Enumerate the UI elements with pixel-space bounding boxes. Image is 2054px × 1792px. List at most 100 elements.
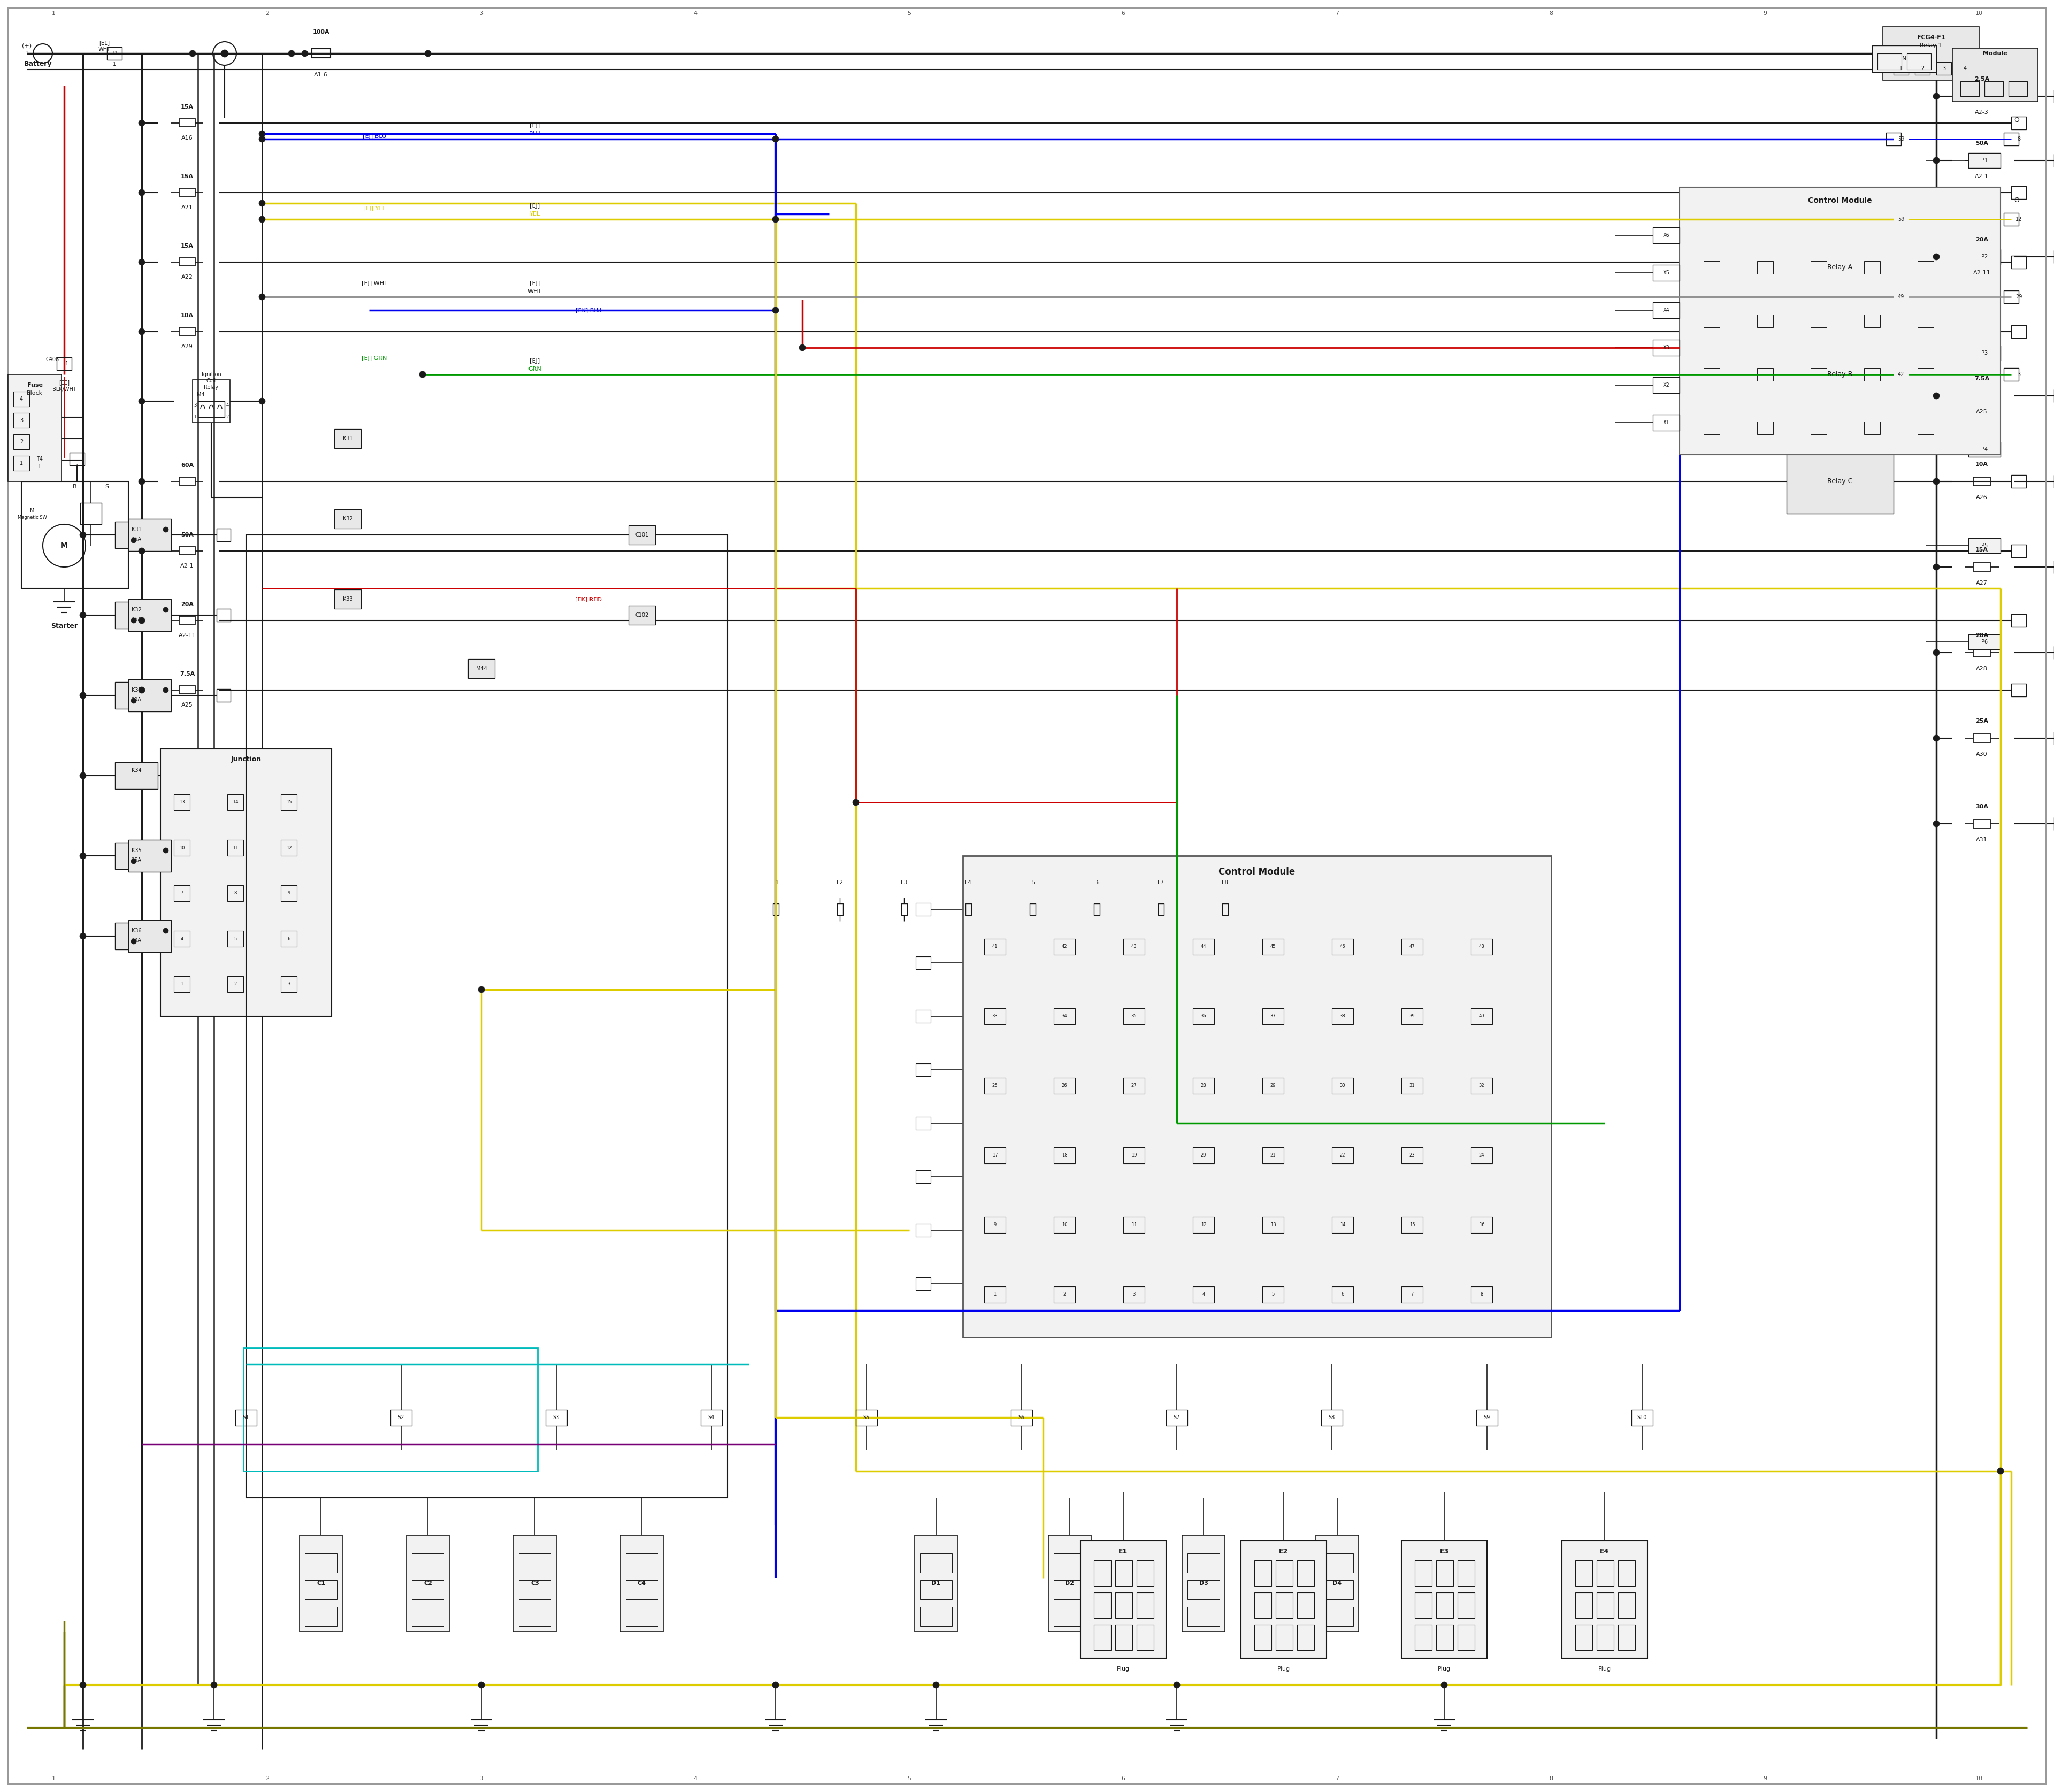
Circle shape xyxy=(1933,649,1939,656)
Bar xyxy=(1401,1009,1423,1025)
Text: S4: S4 xyxy=(709,1416,715,1421)
Text: X3: X3 xyxy=(1664,346,1670,351)
Bar xyxy=(1984,81,2003,97)
Text: 4: 4 xyxy=(1964,66,1968,72)
Text: 9: 9 xyxy=(994,1222,996,1228)
Text: 42: 42 xyxy=(1062,944,1068,950)
Text: C2: C2 xyxy=(423,1581,431,1586)
Text: 6: 6 xyxy=(1121,1776,1126,1781)
Bar xyxy=(14,392,29,407)
Bar xyxy=(1575,1561,1592,1586)
Bar xyxy=(1756,315,1773,328)
Bar xyxy=(1115,1561,1132,1586)
Text: 3: 3 xyxy=(479,1776,483,1781)
Text: A31: A31 xyxy=(1976,837,1988,842)
Text: C1: C1 xyxy=(316,1581,325,1586)
Bar xyxy=(1756,262,1773,274)
Text: [EJ]: [EJ] xyxy=(530,281,540,287)
Bar xyxy=(2011,256,2025,269)
Text: 15: 15 xyxy=(1409,1222,1415,1228)
Text: F1: F1 xyxy=(772,880,778,885)
Circle shape xyxy=(479,1683,485,1688)
Circle shape xyxy=(80,934,86,939)
Circle shape xyxy=(189,50,195,57)
Text: D1: D1 xyxy=(933,1581,941,1586)
Bar xyxy=(197,401,224,418)
Text: 44: 44 xyxy=(1202,944,1206,950)
Circle shape xyxy=(222,50,228,57)
Text: 60A: 60A xyxy=(181,462,193,468)
Bar xyxy=(216,609,230,622)
Bar xyxy=(1653,228,1680,244)
Bar xyxy=(1914,63,1931,75)
Bar xyxy=(1906,54,1931,70)
Bar xyxy=(468,659,495,679)
Text: 8: 8 xyxy=(1481,1292,1483,1297)
Text: 1: 1 xyxy=(66,360,68,366)
Bar xyxy=(1136,1561,1154,1586)
Circle shape xyxy=(1173,1683,1179,1688)
Text: S7: S7 xyxy=(1173,1416,1181,1421)
Bar xyxy=(1321,1410,1343,1426)
Circle shape xyxy=(425,50,431,57)
Bar xyxy=(115,521,158,548)
Bar xyxy=(304,1581,337,1600)
Bar xyxy=(520,1554,550,1573)
Text: 2: 2 xyxy=(234,982,236,987)
Bar xyxy=(1877,54,1902,70)
Bar xyxy=(1703,421,1719,434)
Bar xyxy=(1471,1217,1493,1233)
Bar xyxy=(1471,1009,1493,1025)
Bar xyxy=(1886,213,1902,226)
Text: K33: K33 xyxy=(343,597,353,602)
Text: 2: 2 xyxy=(226,414,228,419)
Text: X1: X1 xyxy=(1664,419,1670,425)
Bar xyxy=(520,1581,550,1600)
Bar xyxy=(193,380,230,423)
Bar xyxy=(281,977,298,993)
Text: 4: 4 xyxy=(226,403,228,409)
Bar xyxy=(1865,421,1879,434)
Text: F7: F7 xyxy=(1158,880,1165,885)
Bar xyxy=(916,1170,930,1183)
Text: 13: 13 xyxy=(179,799,185,805)
Text: (+): (+) xyxy=(23,43,31,48)
Bar xyxy=(1871,45,1937,72)
Bar xyxy=(1575,1593,1592,1618)
Text: 8: 8 xyxy=(234,891,236,896)
Bar xyxy=(413,1554,444,1573)
Bar xyxy=(1596,1561,1614,1586)
Circle shape xyxy=(131,699,136,704)
Bar xyxy=(1136,1625,1154,1650)
Text: 1: 1 xyxy=(181,982,183,987)
Text: 18: 18 xyxy=(1062,1152,1068,1158)
Text: [EJ]: [EJ] xyxy=(530,202,540,208)
Text: 11: 11 xyxy=(1132,1222,1136,1228)
Text: P4: P4 xyxy=(1982,446,1988,452)
Bar xyxy=(626,1607,657,1625)
Bar xyxy=(1054,1009,1074,1025)
Bar xyxy=(228,794,242,810)
Text: K36: K36 xyxy=(131,928,142,934)
Text: Starter: Starter xyxy=(51,622,78,629)
Bar xyxy=(838,903,842,916)
Circle shape xyxy=(419,371,425,378)
Text: 34: 34 xyxy=(1062,1014,1068,1020)
Circle shape xyxy=(80,692,86,699)
Bar xyxy=(1401,939,1423,955)
Circle shape xyxy=(259,398,265,405)
Text: A26: A26 xyxy=(1976,495,1988,500)
Text: 7.5A: 7.5A xyxy=(1974,376,1990,382)
Bar xyxy=(179,328,195,335)
Text: 31: 31 xyxy=(1409,1084,1415,1088)
Text: 20: 20 xyxy=(1202,1152,1206,1158)
Circle shape xyxy=(1996,1468,2005,1475)
Bar xyxy=(179,477,195,486)
Text: [EK] RED: [EK] RED xyxy=(575,597,602,602)
Bar xyxy=(281,930,298,946)
Bar xyxy=(2011,324,2025,339)
Bar xyxy=(1619,1593,1635,1618)
Text: 17: 17 xyxy=(992,1152,998,1158)
Bar xyxy=(2011,683,2025,697)
Text: 15: 15 xyxy=(286,799,292,805)
